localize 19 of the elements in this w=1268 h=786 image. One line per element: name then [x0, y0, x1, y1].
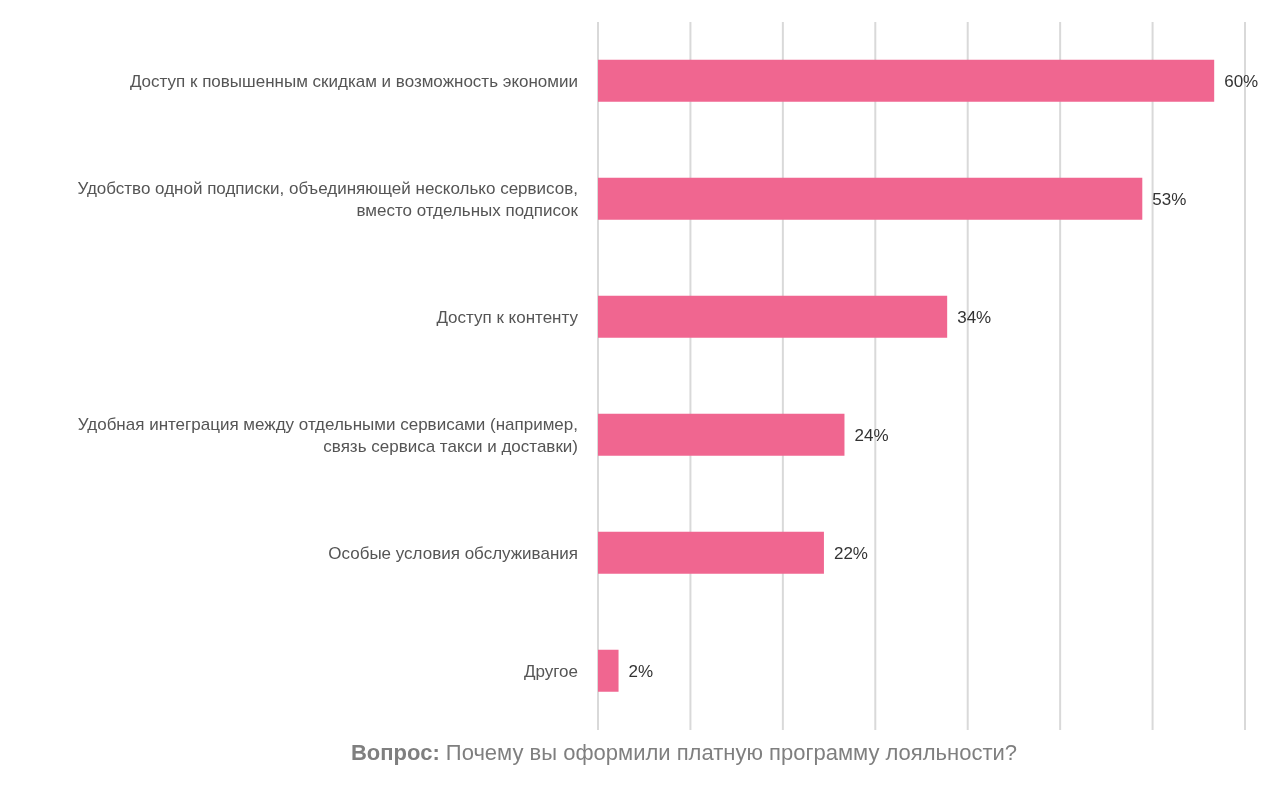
bar — [598, 295, 948, 338]
bar — [598, 413, 845, 456]
data-label: 34% — [957, 307, 992, 327]
y-tick-label: Доступ к повышенным скидкам и возможность экономии — [129, 71, 578, 91]
bar — [598, 177, 1143, 220]
data-label: 2% — [628, 661, 654, 681]
bar — [598, 649, 619, 692]
bar — [598, 531, 824, 574]
data-label: 60% — [1224, 71, 1259, 91]
y-tick-label: Доступ к контенту — [436, 307, 579, 327]
data-label: 22% — [833, 543, 868, 563]
y-tick-label: Удобство одной подписки, объединяющей несколько сервисов, вместо отдельных подписок — [77, 178, 579, 220]
bar — [598, 59, 1215, 102]
data-label: 24% — [854, 425, 889, 445]
data-label: 53% — [1152, 189, 1187, 209]
text: Вопрос: Почему вы оформили платную программу лояльности? — [349, 740, 1018, 766]
y-tick-label: Удобная интеграция между отдельными сервисами (например, связь сервиса такси и доставки) — [77, 414, 578, 456]
y-tick-label: Особые условия обслуживания — [328, 543, 578, 563]
y-tick-label: Другое — [523, 661, 578, 681]
